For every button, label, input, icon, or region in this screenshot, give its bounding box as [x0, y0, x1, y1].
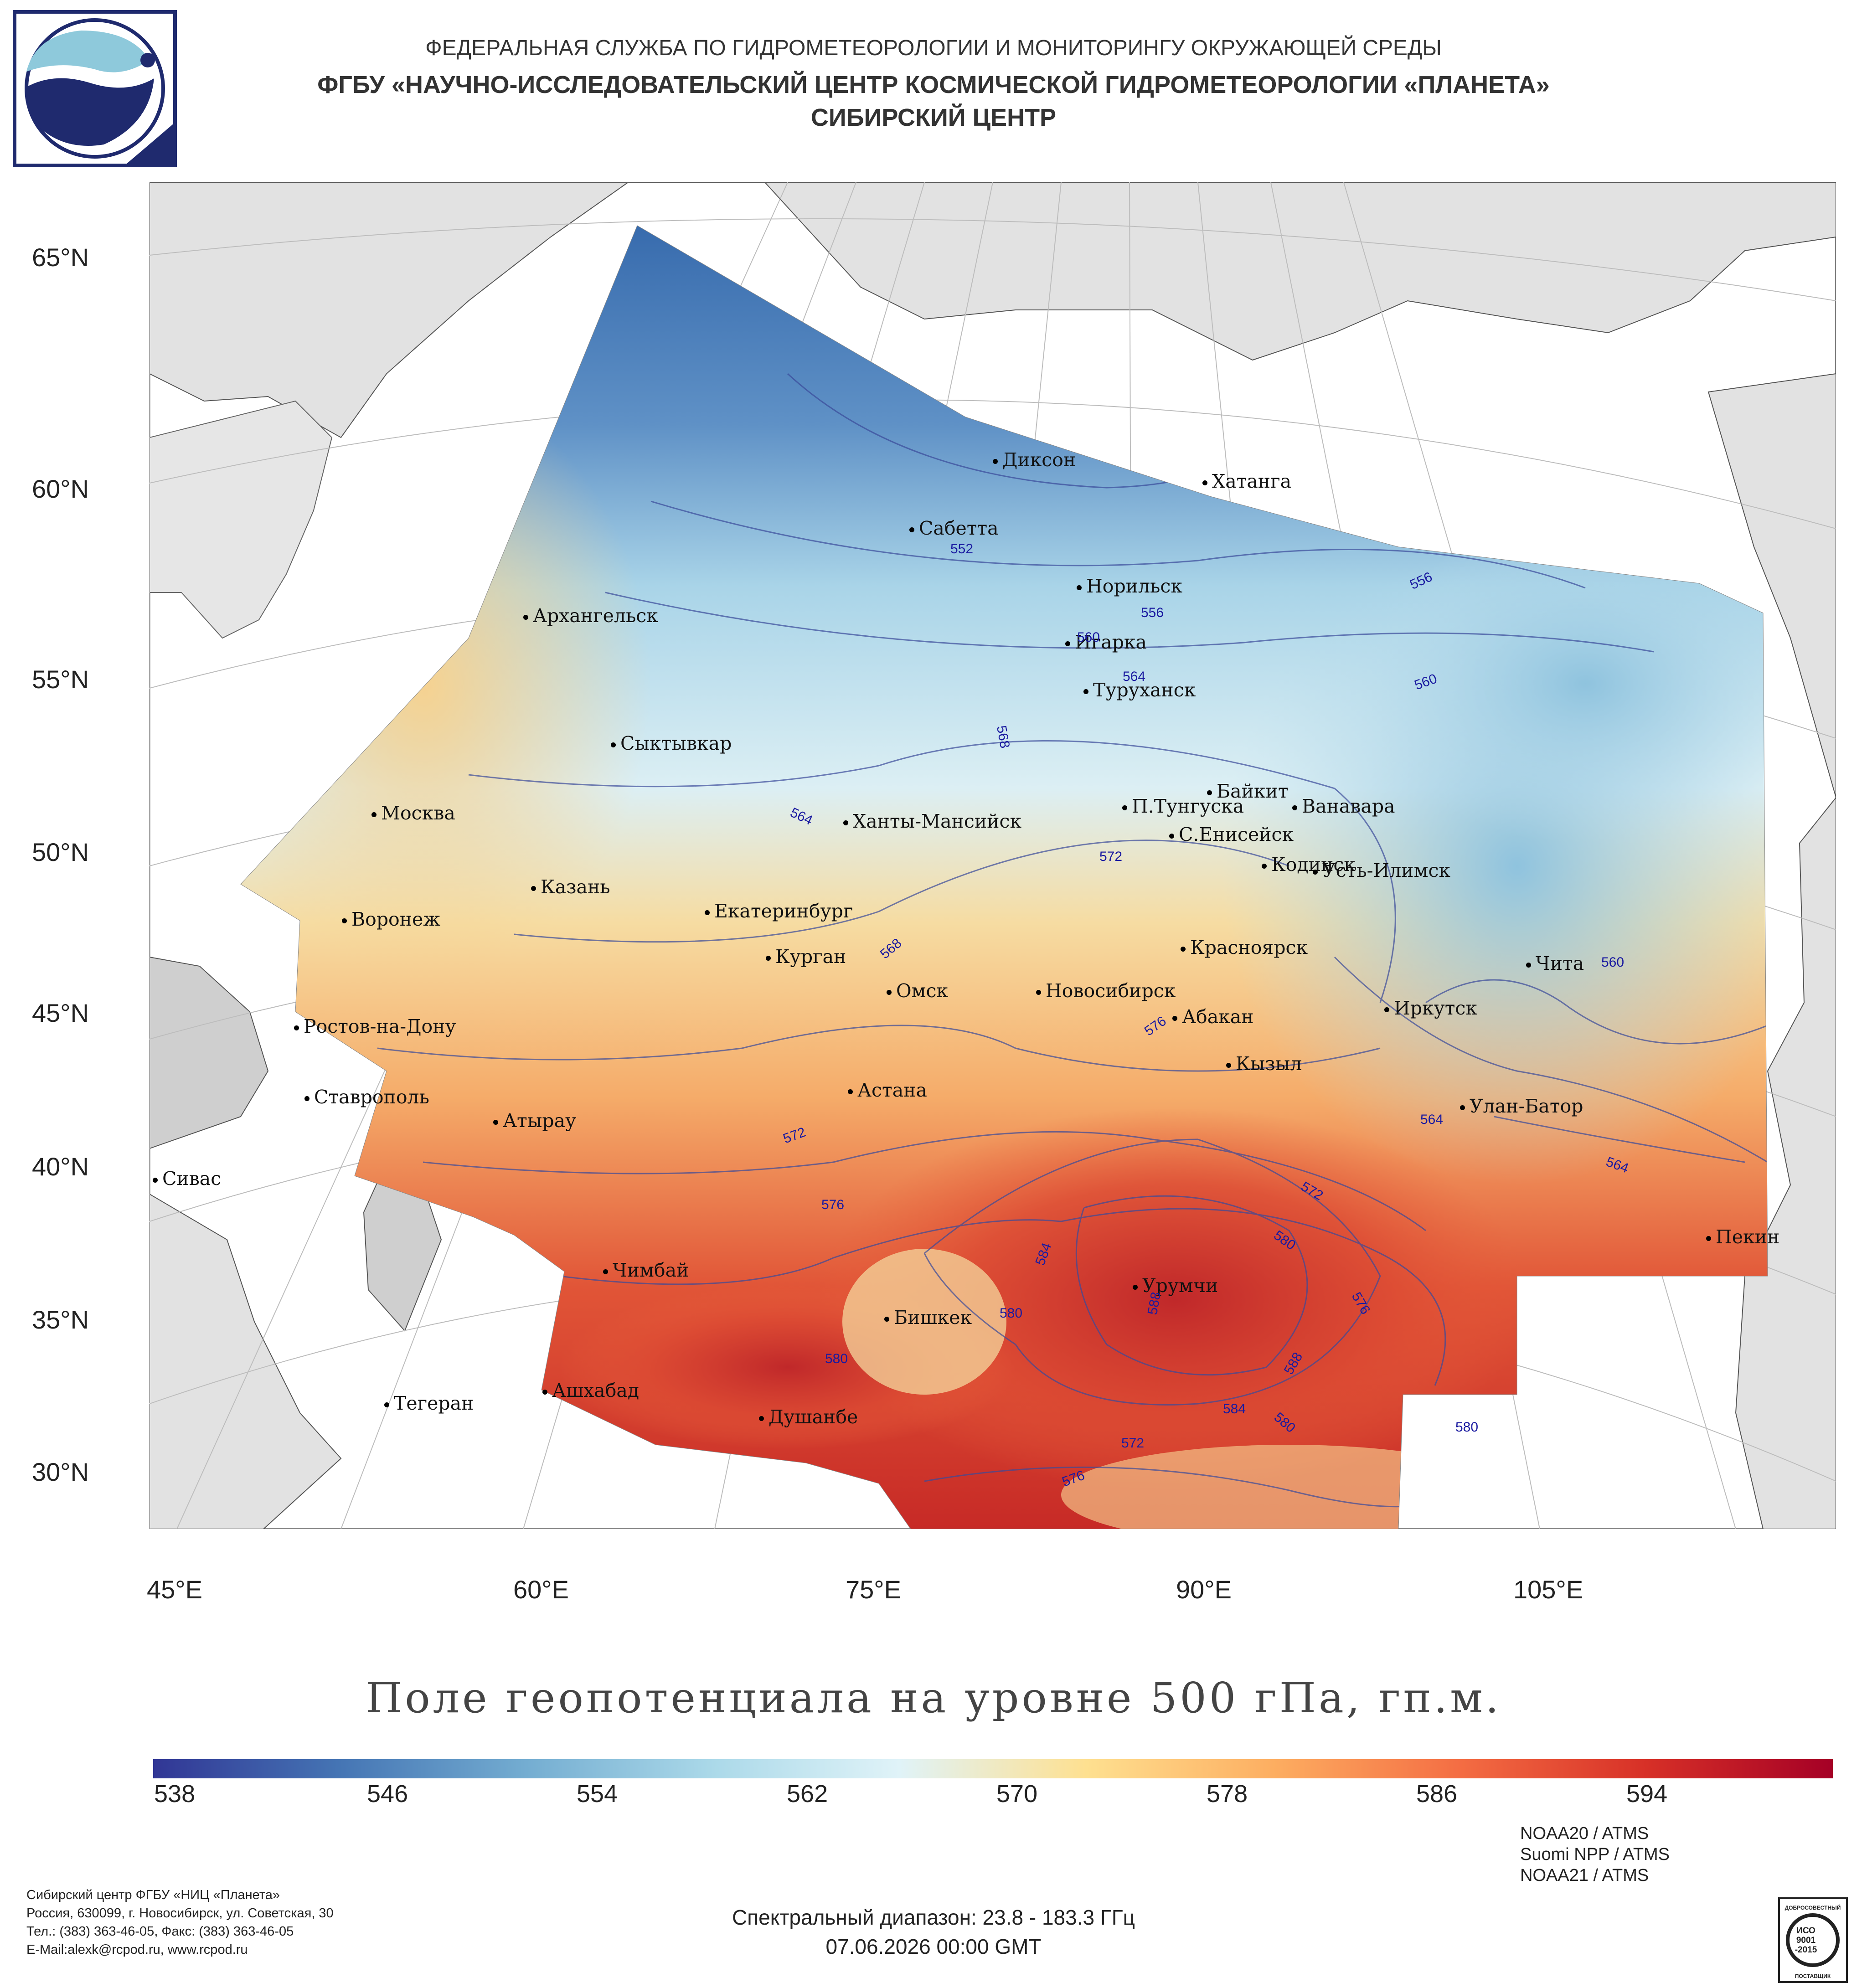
city-syktyvkar: Сыктывкар — [611, 732, 732, 754]
city-urumqi: Урумчи — [1133, 1275, 1218, 1297]
colorbar-tick: 562 — [787, 1780, 828, 1808]
isoline-label: 580 — [825, 1351, 848, 1366]
isoline-label: 584 — [1223, 1401, 1246, 1416]
sensor-list: NOAA20 / ATMS Suomi NPP / ATMS NOAA21 / … — [1520, 1823, 1670, 1886]
cert-iso-text: ИСО — [1796, 1926, 1815, 1936]
lat-label-30: 30°N — [32, 1458, 89, 1486]
geopotential-map — [150, 182, 1836, 1529]
city-s-yeniseysk: С.Енисейск — [1169, 824, 1294, 845]
city-novosibirsk: Новосибирск — [1036, 980, 1176, 1002]
isoline-label: 552 — [950, 541, 974, 556]
cert-top-text: ДОБРОСОВЕСТНЫЙ — [1785, 1904, 1841, 1911]
lat-label-55: 55°N — [32, 665, 89, 694]
city-abakan: Абакан — [1172, 1006, 1254, 1028]
lon-label-60: 60°E — [513, 1575, 569, 1604]
lat-label-50: 50°N — [32, 838, 89, 866]
city-ashgabat: Ашхабад — [542, 1380, 639, 1401]
footer-contacts: Сибирский центр ФГБУ «НИЦ «Планета» Росс… — [26, 1886, 334, 1959]
city-voronezh: Воронеж — [342, 908, 440, 930]
city-khanty-mansiysk: Ханты-Мансийск — [843, 810, 1021, 832]
city-irkutsk: Иркутск — [1384, 997, 1477, 1019]
colorbar-tick: 594 — [1626, 1780, 1668, 1808]
datetime: 07.06.2026 00:00 GMT — [825, 1935, 1042, 1958]
lat-label-60: 60°N — [32, 474, 89, 503]
city-yekaterinburg: Екатеринбург — [705, 900, 853, 922]
city-tehran: Тегеран — [384, 1392, 474, 1414]
colorbar-tick: 546 — [367, 1780, 408, 1808]
city-sivas: Сивас — [153, 1168, 221, 1190]
isoline-label: 580 — [1000, 1306, 1023, 1321]
footer-phone: Тел.: (383) 363-46-05, Факс: (383) 363-4… — [26, 1924, 294, 1939]
city-chimbay: Чимбай — [603, 1259, 689, 1281]
lon-label-105: 105°E — [1513, 1575, 1583, 1604]
isoline-label: 580 — [1455, 1420, 1479, 1435]
colorbar — [153, 1759, 1833, 1778]
city-krasnoyarsk: Красноярск — [1181, 937, 1308, 958]
cert-9001-text: 9001 — [1796, 1936, 1816, 1945]
iso-certification-badge: ДОБРОСОВЕСТНЫЙ ИСО 9001 -2015 ПОСТАВЩИК — [1778, 1897, 1848, 1983]
city-bishkek: Бишкек — [884, 1307, 972, 1329]
colorbar-tick: 578 — [1207, 1780, 1248, 1808]
isoline-label: 572 — [1099, 849, 1123, 864]
city-chita: Чита — [1526, 953, 1584, 974]
city-omsk: Омск — [887, 980, 948, 1002]
city-atyrau: Атырау — [493, 1110, 576, 1132]
city-turukhansk: Туруханск — [1083, 679, 1196, 701]
sensor-item: Suomi NPP / ATMS — [1520, 1845, 1670, 1864]
isoline-label: 560 — [1601, 955, 1625, 970]
city-p-tunguska: П.Тунгуска — [1122, 795, 1244, 817]
city-sabetta: Сабетта — [909, 517, 999, 539]
isoline-label: 564 — [1123, 669, 1146, 684]
city-kyzyl: Кызыл — [1226, 1053, 1302, 1075]
header-institution: ФГБУ «НАУЧНО-ИССЛЕДОВАТЕЛЬСКИЙ ЦЕНТР КОС… — [317, 71, 1550, 98]
city-arkhangelsk: Архангельск — [523, 605, 658, 627]
colorbar-tick: 538 — [154, 1780, 196, 1808]
colorbar-tick: 586 — [1416, 1780, 1458, 1808]
lat-label-65: 65°N — [32, 243, 89, 272]
lon-label-45: 45°E — [147, 1575, 203, 1604]
sensor-item: NOAA21 / ATMS — [1520, 1866, 1649, 1885]
isoline-label: 564 — [1420, 1112, 1444, 1127]
planeta-logo — [13, 10, 177, 167]
map-caption: Поле геопотенциала на уровне 500 гПа, гп… — [366, 1674, 1501, 1722]
isoline-label: 556 — [1141, 605, 1164, 620]
city-vanavara: Ванавара — [1292, 795, 1395, 817]
sensor-item: NOAA20 / ATMS — [1520, 1824, 1649, 1843]
city-astana: Астана — [848, 1079, 927, 1101]
city-beijing: Пекин — [1706, 1226, 1779, 1248]
footer-org: Сибирский центр ФГБУ «НИЦ «Планета» — [26, 1888, 280, 1902]
lat-label-35: 35°N — [32, 1305, 89, 1334]
colorbar-tick: 570 — [996, 1780, 1038, 1808]
footer-address: Россия, 630099, г. Новосибирск, ул. Сове… — [26, 1906, 334, 1921]
cert-bottom-text: ПОСТАВЩИК — [1795, 1973, 1831, 1979]
lat-label-40: 40°N — [32, 1152, 89, 1181]
isoline-label: 576 — [821, 1197, 845, 1212]
city-ust-ilimsk: Усть-Илимск — [1313, 860, 1450, 881]
isoline-label: 572 — [1121, 1436, 1145, 1451]
footer-info: Спектральный диапазон: 23.8 - 183.3 ГГц … — [0, 1903, 1867, 1961]
city-moscow: Москва — [371, 802, 455, 824]
colorbar-tick: 554 — [577, 1780, 618, 1808]
city-stavropol: Ставрополь — [304, 1086, 429, 1108]
city-khatanga: Хатанга — [1202, 470, 1291, 492]
city-igarka: Игарка — [1065, 631, 1147, 653]
city-kurgan: Курган — [766, 946, 846, 968]
city-dikson: Диксон — [993, 449, 1076, 471]
city-rostov-na-donu: Ростов-на-Дону — [294, 1015, 456, 1037]
header-agency: ФЕДЕРАЛЬНАЯ СЛУЖБА ПО ГИДРОМЕТЕОРОЛОГИИ … — [425, 36, 1442, 60]
city-dushanbe: Душанбе — [759, 1406, 858, 1428]
cert-2015-text: -2015 — [1795, 1945, 1817, 1955]
city-baykit: Байкит — [1207, 780, 1289, 802]
spectral-range: Спектральный диапазон: 23.8 - 183.3 ГГц — [732, 1906, 1135, 1929]
lon-label-90: 90°E — [1176, 1575, 1232, 1604]
header-center: СИБИРСКИЙ ЦЕНТР — [810, 104, 1057, 131]
city-ulan-bator: Улан-Батор — [1460, 1095, 1583, 1117]
city-norilsk: Норильск — [1077, 575, 1182, 597]
isoline-label: 560 — [1077, 630, 1100, 645]
footer-email[interactable]: E-Mail:alexk@rcpod.ru, www.rcpod.ru — [26, 1942, 248, 1957]
lat-label-45: 45°N — [32, 999, 89, 1027]
city-kazan: Казань — [531, 876, 610, 898]
lon-label-75: 75°E — [846, 1575, 902, 1604]
